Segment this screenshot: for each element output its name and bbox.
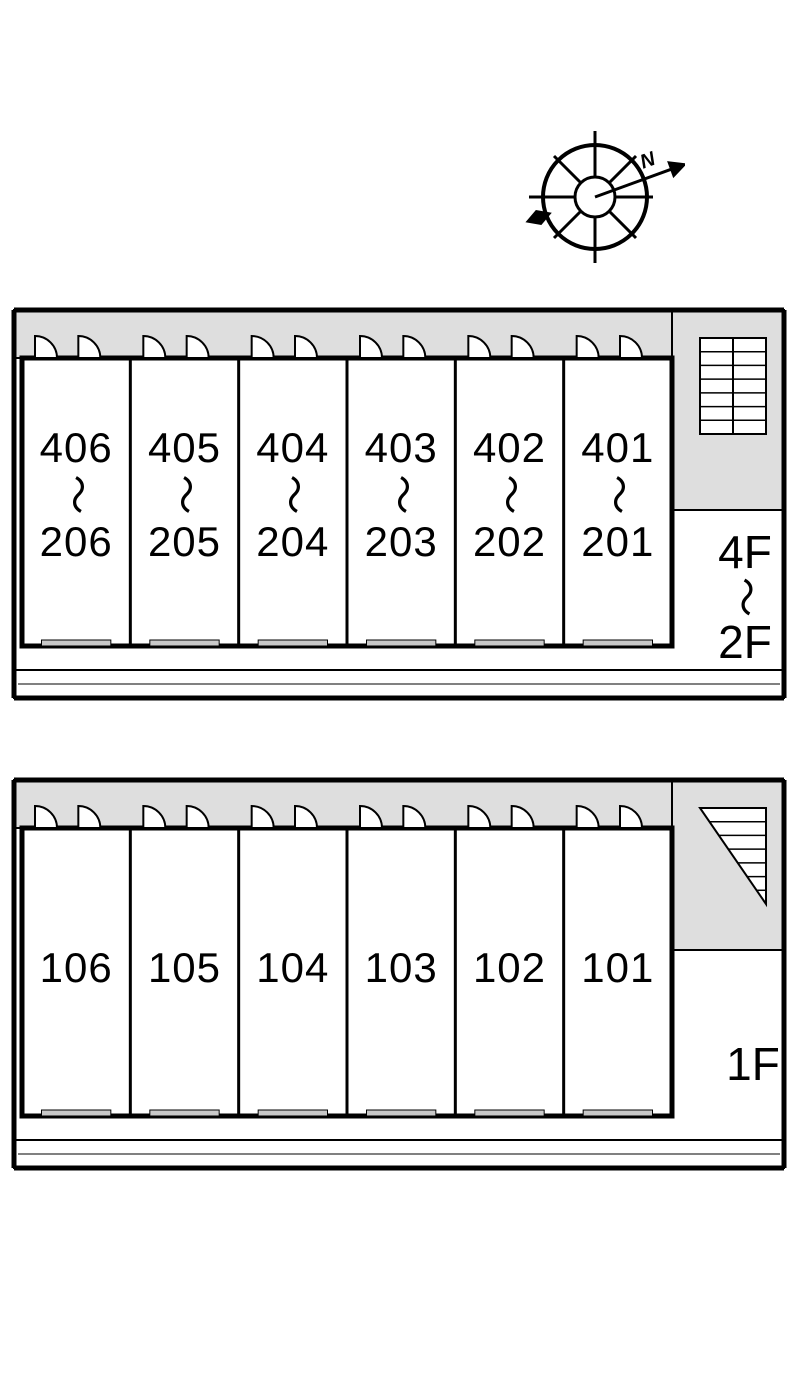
unit-label: 402 〜 202 [455, 427, 563, 563]
unit-label-sep: 〜 [598, 475, 638, 516]
unit-label-top: 404 [256, 427, 329, 469]
floor-label-lower: 1F [708, 1040, 798, 1088]
unit-label-top: 105 [148, 947, 221, 989]
unit-label-sep: 〜 [164, 475, 204, 516]
floor-label-top: 4F [718, 528, 772, 576]
floor-label-top: 1F [726, 1040, 780, 1088]
unit-label-top: 401 [581, 427, 654, 469]
floor-label-sep: 〜 [724, 577, 766, 617]
unit-label: 406 〜 206 [22, 427, 130, 563]
unit-label-top: 101 [581, 947, 654, 989]
floor-label-bottom: 2F [718, 618, 772, 666]
unit-label-top: 405 [148, 427, 221, 469]
unit-label: 102 [455, 947, 563, 989]
unit-label-bottom: 206 [40, 521, 113, 563]
unit-label-top: 402 [473, 427, 546, 469]
floor-plan-diagram: N 4F〜2F406〜206405〜205404〜204403〜203402〜2… [0, 0, 800, 1381]
unit-label-sep: 〜 [381, 475, 421, 516]
unit-label-top: 103 [365, 947, 438, 989]
unit-label: 103 [347, 947, 455, 989]
unit-label: 401 〜 201 [564, 427, 672, 563]
unit-label-bottom: 201 [581, 521, 654, 563]
unit-label: 105 [130, 947, 238, 989]
unit-label-sep: 〜 [56, 475, 96, 516]
unit-label: 405 〜 205 [130, 427, 238, 563]
plans-svg [0, 0, 800, 1381]
floor-label-upper: 4F〜2F [700, 528, 790, 667]
unit-label-top: 102 [473, 947, 546, 989]
unit-label: 101 [564, 947, 672, 989]
unit-label: 403 〜 203 [347, 427, 455, 563]
unit-label-sep: 〜 [489, 475, 529, 516]
unit-label-sep: 〜 [273, 475, 313, 516]
unit-label-bottom: 205 [148, 521, 221, 563]
unit-label-top: 406 [40, 427, 113, 469]
unit-label-bottom: 203 [365, 521, 438, 563]
unit-label: 404 〜 204 [239, 427, 347, 563]
unit-label-top: 104 [256, 947, 329, 989]
unit-label-bottom: 204 [256, 521, 329, 563]
unit-label-top: 403 [365, 427, 438, 469]
unit-label: 104 [239, 947, 347, 989]
unit-label-top: 106 [40, 947, 113, 989]
unit-label: 106 [22, 947, 130, 989]
unit-label-bottom: 202 [473, 521, 546, 563]
